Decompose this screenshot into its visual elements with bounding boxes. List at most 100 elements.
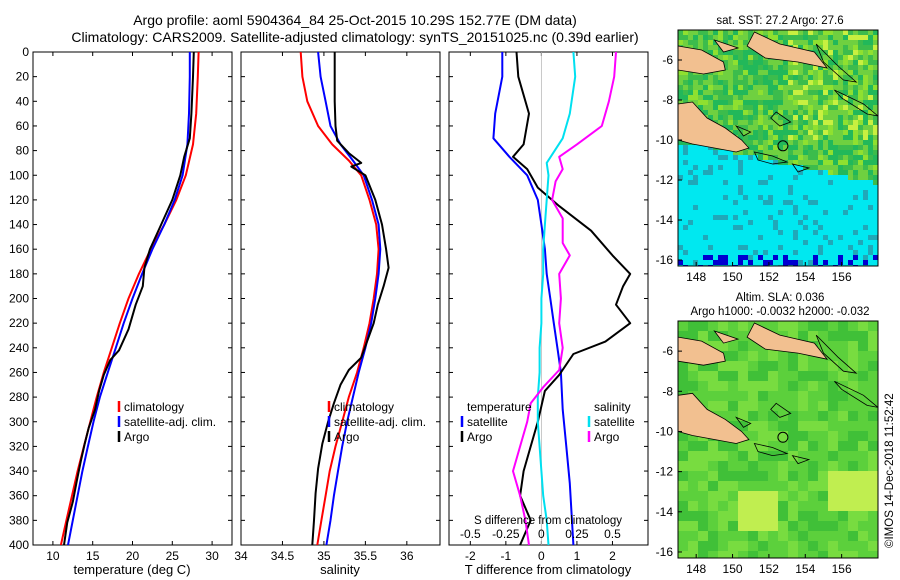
map-pixel (728, 215, 733, 220)
map-pixel (718, 361, 728, 371)
map-pixel (713, 35, 718, 40)
map-pixel (698, 195, 703, 200)
map-pixel (853, 120, 858, 125)
map-pixel (713, 190, 718, 195)
x-tick-label: 34.5 (271, 549, 295, 563)
map-pixel (823, 60, 828, 65)
map-pixel (688, 195, 693, 200)
map-pixel (743, 155, 748, 160)
map-pixel (823, 165, 828, 170)
map-pixel (758, 110, 763, 115)
map-pixel (743, 130, 748, 135)
map-pixel (783, 100, 788, 105)
island-outline (753, 151, 789, 165)
y-tick-label: 40 (16, 94, 30, 108)
map-pixel (873, 115, 878, 120)
map-pixel (863, 220, 868, 225)
map-pixel (713, 180, 718, 185)
map-pixel (718, 381, 728, 391)
map-pixel (703, 160, 708, 165)
map-pixel (713, 160, 718, 165)
map-pixel (728, 110, 733, 115)
map-pixel (803, 180, 808, 185)
map-pixel (828, 225, 833, 230)
map-pixel (838, 65, 843, 70)
map-pixel (683, 90, 688, 95)
map-pixel (688, 85, 693, 90)
map-pixel (873, 155, 878, 160)
map-pixel (728, 50, 733, 55)
map-pixel (808, 541, 818, 551)
map-pixel (818, 75, 823, 80)
map-pixel (743, 215, 748, 220)
map-pixel (803, 185, 808, 190)
map-pixel (738, 411, 748, 421)
map-pixel (858, 351, 868, 361)
map-pixel (793, 90, 798, 95)
map-pixel (753, 235, 758, 240)
map-pixel (748, 401, 758, 411)
map-pixel (713, 110, 718, 115)
map-pixel (848, 120, 853, 125)
map-pixel (703, 40, 708, 45)
legend-s-satellite-label: satellite (594, 415, 635, 429)
map-y-tick-label: -6 (662, 344, 673, 358)
map-pixel (838, 481, 848, 491)
map-pixel (793, 140, 798, 145)
map-pixel (683, 215, 688, 220)
map-pixel (868, 135, 873, 140)
map-pixel (853, 80, 858, 85)
map-pixel (868, 50, 873, 55)
map-pixel (778, 140, 783, 145)
map-pixel (858, 80, 863, 85)
map-pixel (768, 541, 778, 551)
sla-map-title: Altim. SLA: 0.036 (736, 292, 825, 304)
map-pixel (833, 225, 838, 230)
map-pixel (798, 35, 803, 40)
map-pixel (748, 205, 753, 210)
map-pixel (848, 180, 853, 185)
map-pixel (823, 35, 828, 40)
map-pixel (858, 205, 863, 210)
map-pixel (713, 230, 718, 235)
map-pixel (743, 160, 748, 165)
map-pixel (823, 30, 828, 35)
map-pixel (728, 250, 733, 255)
map-pixel (868, 130, 873, 135)
map-pixel (708, 50, 713, 55)
map-pixel (813, 70, 818, 75)
map-pixel (868, 45, 873, 50)
map-pixel (873, 110, 878, 115)
map-pixel (818, 441, 828, 451)
map-pixel (818, 90, 823, 95)
map-pixel (783, 80, 788, 85)
map-pixel (788, 501, 798, 511)
map-pixel (683, 40, 688, 45)
map-pixel (858, 331, 868, 341)
map-pixel (813, 115, 818, 120)
map-pixel (798, 361, 808, 371)
map-pixel (868, 451, 878, 461)
map-pixel (843, 35, 848, 40)
map-pixel (708, 80, 713, 85)
map-pixel (763, 150, 768, 155)
map-pixel (753, 240, 758, 245)
map-pixel (873, 85, 878, 90)
map-pixel (868, 491, 878, 501)
map-pixel (713, 210, 718, 215)
map-pixel (813, 255, 818, 260)
salinity-legend: climatology satellite-adj. clim. Argo (327, 400, 426, 444)
map-pixel (748, 105, 753, 110)
map-pixel (788, 391, 798, 401)
map-pixel (858, 190, 863, 195)
map-pixel (803, 45, 808, 50)
map-pixel (733, 55, 738, 60)
map-pixel (763, 75, 768, 80)
map-pixel (713, 45, 718, 50)
temperature-legend: climatology satellite-adj. clim. Argo (117, 400, 216, 444)
map-pixel (678, 185, 683, 190)
map-pixel (783, 135, 788, 140)
map-pixel (788, 35, 793, 40)
island-outline (791, 454, 811, 465)
map-pixel (798, 180, 803, 185)
